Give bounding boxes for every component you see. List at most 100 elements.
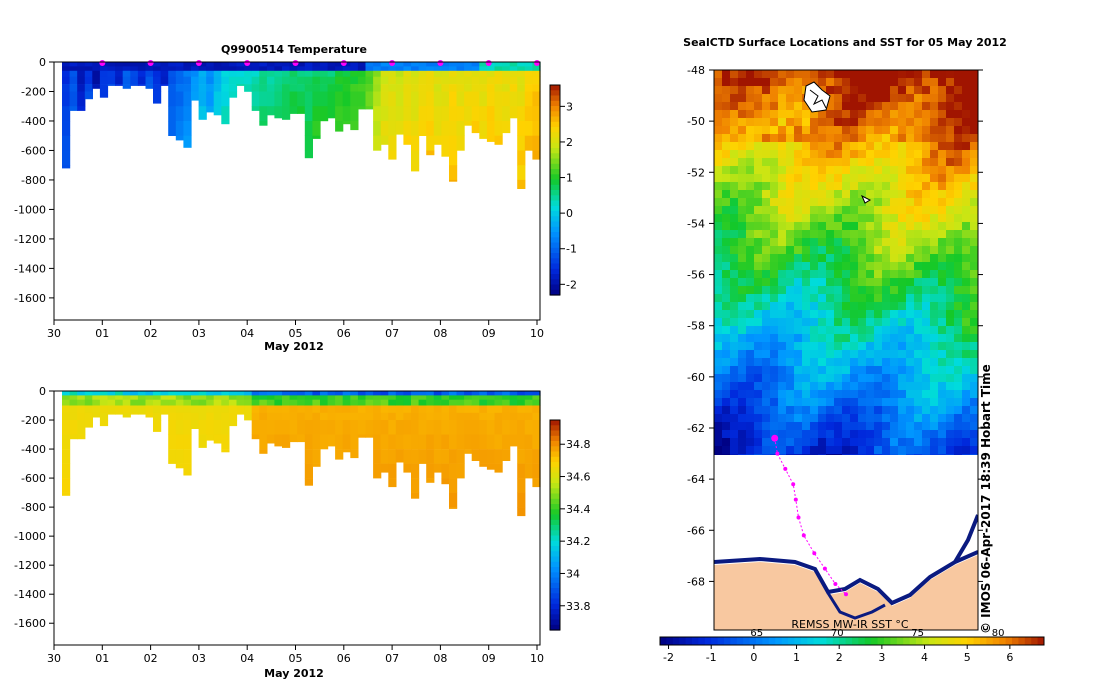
sst-cell <box>778 230 786 238</box>
temperature-cell <box>373 84 382 92</box>
sst-colorbar-segment <box>877 637 885 645</box>
salinity-cell <box>213 395 222 401</box>
sst-cell <box>938 206 946 214</box>
sst-cell <box>930 398 938 406</box>
salinity-cell <box>274 405 283 414</box>
sst-colorbar-segment <box>672 637 680 645</box>
colorbar-segment <box>550 462 560 468</box>
sst-cell <box>842 254 850 262</box>
salinity-cell <box>274 391 283 396</box>
sst-cell <box>826 398 834 406</box>
sst-cell <box>882 198 890 206</box>
colorbar-segment <box>550 551 560 558</box>
sst-cell <box>826 254 834 262</box>
sst-cell <box>778 422 786 430</box>
salinity-cell <box>411 478 420 493</box>
lat-tick-label: -62 <box>687 422 705 435</box>
temperature-cell <box>502 66 511 72</box>
sst-cell <box>842 190 850 198</box>
sst-cell <box>794 78 802 86</box>
sst-cell <box>842 86 850 94</box>
salinity-cell <box>449 478 458 493</box>
sst-cell <box>890 262 898 270</box>
temperature-cell <box>69 62 78 67</box>
sst-cell <box>850 430 858 438</box>
salinity-cell <box>524 391 533 396</box>
cast-marker <box>195 60 202 66</box>
temperature-cell <box>517 121 526 136</box>
sst-cell <box>930 110 938 118</box>
salinity-cell <box>221 399 230 406</box>
temperature-cell <box>471 66 480 72</box>
salinity-cell <box>168 420 177 435</box>
sst-colorbar-segment <box>813 637 821 645</box>
temperature-cell <box>69 76 78 85</box>
sst-cell <box>906 270 914 278</box>
temperature-cell <box>145 84 154 89</box>
sst-cell <box>810 422 818 430</box>
temperature-cell <box>221 62 230 67</box>
salinity-cell <box>327 420 336 435</box>
sst-cell <box>898 182 906 190</box>
sst-cell <box>954 158 962 166</box>
sst-cell <box>962 254 970 262</box>
sst-cell <box>722 358 730 366</box>
temperature-cell <box>449 70 458 77</box>
temperature-cell <box>456 135 465 151</box>
sst-cell <box>914 214 922 222</box>
sst-cell <box>746 158 754 166</box>
y-tick-label: -400 <box>21 443 46 456</box>
temperature-cell <box>380 91 389 107</box>
y-tick-label: -1000 <box>14 203 46 216</box>
temperature-cell <box>441 135 450 151</box>
colorbar-label: 0 <box>566 207 573 220</box>
temperature-cell <box>524 84 533 92</box>
colorbar-segment <box>550 116 560 123</box>
sst-cell <box>818 278 826 286</box>
sst-cell <box>914 318 922 326</box>
sst-cell <box>946 398 954 406</box>
temperature-cell <box>395 66 404 72</box>
sst-cell <box>938 118 946 126</box>
sst-cell <box>906 254 914 262</box>
sst-cell <box>778 398 786 406</box>
sst-cell <box>770 446 778 454</box>
temperature-cell <box>137 76 147 85</box>
temperature-cell <box>373 62 382 67</box>
sst-cell <box>826 342 834 350</box>
salinity-cell <box>449 412 458 421</box>
salinity-cell <box>486 449 496 464</box>
sst-cell <box>746 278 754 286</box>
sst-cell <box>834 326 842 334</box>
salinity-cell <box>168 412 177 421</box>
salinity-cell <box>228 412 238 421</box>
salinity-cell <box>289 405 298 414</box>
sst-cell <box>898 94 906 102</box>
sst-cell <box>898 406 906 414</box>
sst-cell <box>970 446 978 454</box>
sst-cell <box>786 94 794 102</box>
sst-cell <box>722 438 730 446</box>
lat-tick-label: -52 <box>687 166 705 179</box>
salinity-cell <box>251 420 260 435</box>
sst-colorbar-segment <box>717 637 725 645</box>
sst-cell <box>770 102 778 110</box>
salinity-cell <box>175 434 184 450</box>
temperature-cell <box>175 70 184 77</box>
temperature-cell <box>502 62 511 67</box>
salinity-cell <box>236 405 245 414</box>
temperature-cell <box>479 62 488 67</box>
sst-cell <box>890 230 898 238</box>
sst-cell <box>906 78 914 86</box>
temperature-cell <box>168 106 177 122</box>
sst-cell <box>786 262 794 270</box>
seal-track <box>774 438 847 595</box>
temperature-cell <box>441 70 450 77</box>
sst-cell <box>938 286 946 294</box>
sst-cell <box>938 358 946 366</box>
temperature-cell <box>282 106 291 120</box>
temperature-cell <box>282 66 291 72</box>
temperature-cell <box>153 66 162 72</box>
salinity-cell <box>532 395 541 401</box>
sst-cell <box>890 222 898 230</box>
